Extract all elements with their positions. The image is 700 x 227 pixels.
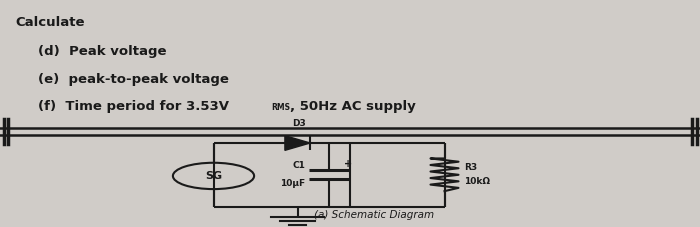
Text: 10kΩ: 10kΩ: [464, 177, 490, 186]
Text: (d)  Peak voltage: (d) Peak voltage: [38, 45, 167, 58]
Text: (e)  peak-to-peak voltage: (e) peak-to-peak voltage: [38, 73, 230, 86]
Text: C1: C1: [293, 161, 305, 170]
Polygon shape: [285, 136, 310, 150]
Text: , 50Hz AC supply: , 50Hz AC supply: [290, 100, 416, 113]
Text: D3: D3: [292, 119, 306, 128]
Text: R3: R3: [464, 163, 477, 173]
Text: Calculate: Calculate: [15, 16, 85, 29]
Text: (a) Schematic Diagram: (a) Schematic Diagram: [314, 210, 435, 220]
Text: 10μF: 10μF: [280, 179, 305, 188]
Text: RMS: RMS: [272, 103, 290, 112]
Text: +: +: [344, 159, 353, 169]
Text: (f)  Time period for 3.53V: (f) Time period for 3.53V: [38, 100, 230, 113]
Text: SG: SG: [205, 171, 222, 181]
